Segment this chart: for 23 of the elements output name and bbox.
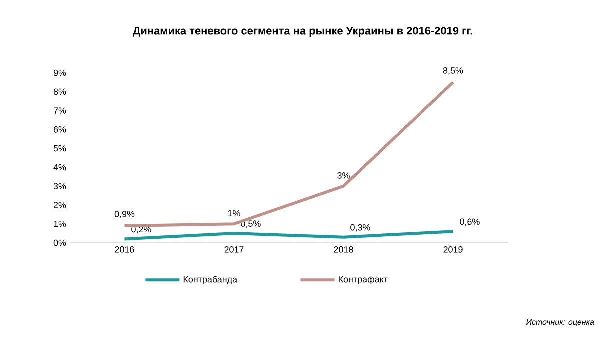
legend-label: Контрабанда — [184, 276, 238, 285]
y-tick-label: 3% — [54, 183, 66, 190]
data-label: 3% — [338, 172, 350, 179]
data-label: 8,5% — [443, 68, 464, 75]
y-tick-label: 2% — [54, 202, 66, 208]
data-label: 1% — [228, 210, 240, 217]
y-tick-label: 8% — [54, 88, 66, 96]
chart-title: Динамика теневого сегмента на рынке Украины в 2016-2019 гг. — [132, 27, 472, 37]
data-label: 0,9% — [114, 211, 135, 218]
y-tick-label: 5% — [54, 145, 66, 152]
y-tick-label: 4% — [54, 164, 66, 171]
x-tick-label: 2017 — [224, 246, 244, 253]
y-tick-label: 7% — [54, 108, 66, 114]
legend-label: Контрафакт — [339, 276, 388, 284]
x-tick-label: 2016 — [115, 246, 134, 253]
y-tick-label: 1% — [54, 220, 66, 228]
x-tick-label: 2018 — [334, 246, 354, 253]
y-tick-label: 6% — [54, 126, 66, 133]
data-label: 0,6% — [460, 218, 480, 226]
y-tick-label: 9% — [54, 70, 66, 76]
x-tick-label: 2019 — [444, 246, 463, 253]
y-tick-label: 0% — [54, 240, 66, 246]
data-label: 0,3% — [350, 224, 370, 232]
